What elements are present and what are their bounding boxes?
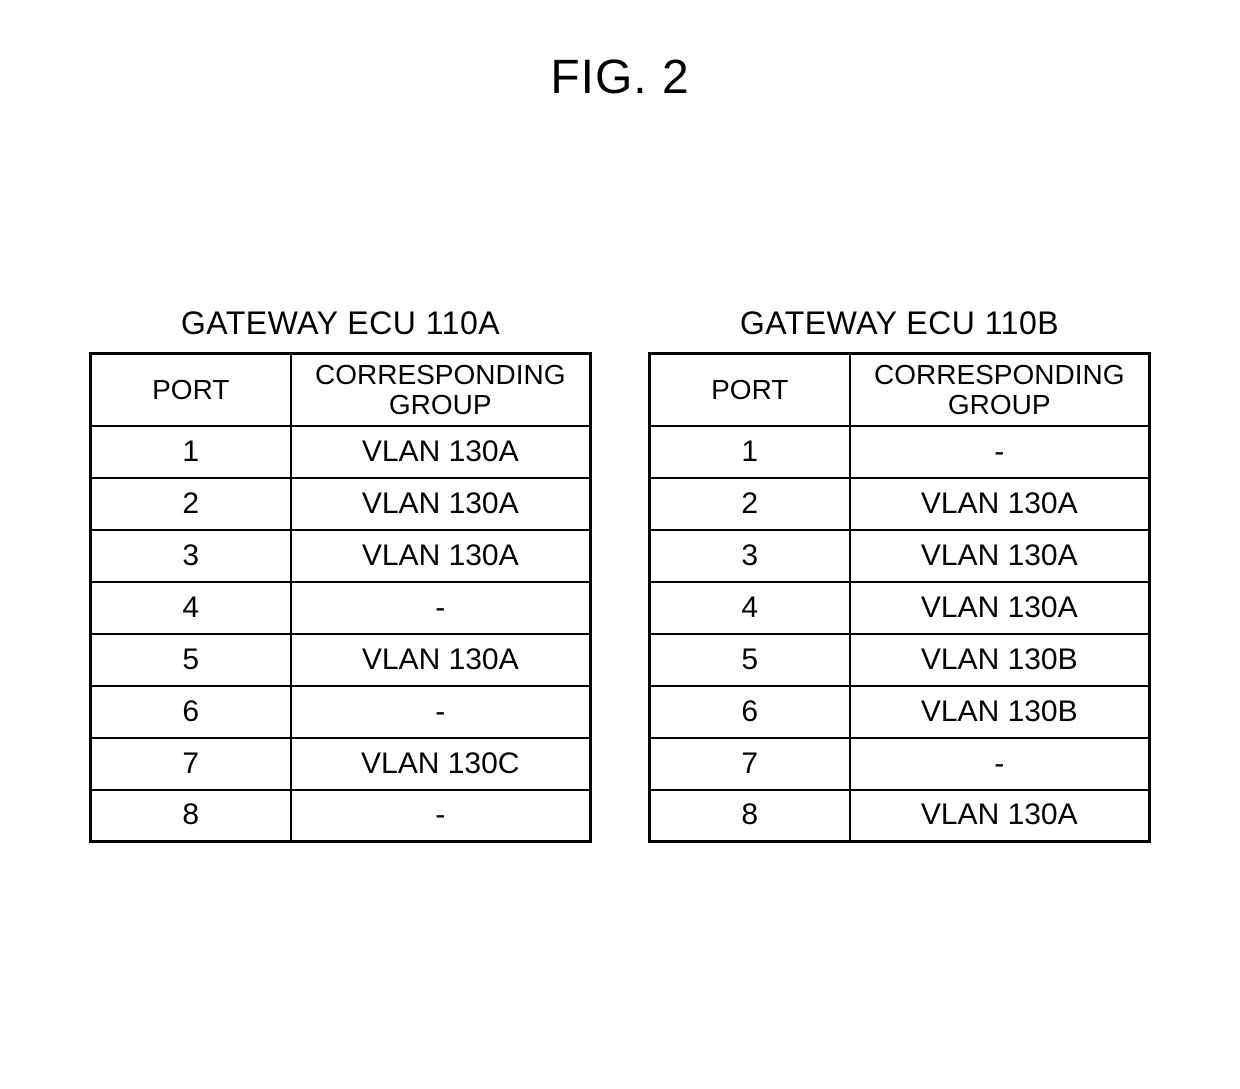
table-row: 4 -: [91, 582, 591, 634]
table-row: 6 -: [91, 686, 591, 738]
table-block-b: GATEWAY ECU 110B PORT CORRESPONDING GROU…: [648, 305, 1151, 843]
header-group: CORRESPONDING GROUP: [850, 354, 1150, 426]
table-title-b: GATEWAY ECU 110B: [740, 305, 1059, 342]
cell-group: -: [291, 686, 591, 738]
cell-port: 4: [91, 582, 291, 634]
table-row: 5 VLAN 130A: [91, 634, 591, 686]
cell-port: 5: [650, 634, 850, 686]
table-header-row: PORT CORRESPONDING GROUP: [91, 354, 591, 426]
table-row: 2 VLAN 130A: [650, 478, 1150, 530]
table-row: 7 -: [650, 738, 1150, 790]
cell-port: 1: [91, 426, 291, 478]
header-group-line2: GROUP: [389, 389, 492, 420]
cell-group: VLAN 130A: [291, 530, 591, 582]
cell-port: 3: [91, 530, 291, 582]
cell-group: VLAN 130B: [850, 634, 1150, 686]
cell-group: VLAN 130A: [850, 582, 1150, 634]
table-row: 1 -: [650, 426, 1150, 478]
cell-group: VLAN 130A: [850, 478, 1150, 530]
cell-group: VLAN 130A: [850, 530, 1150, 582]
header-group-line1: CORRESPONDING: [315, 359, 565, 390]
table-block-a: GATEWAY ECU 110A PORT CORRESPONDING GROU…: [89, 305, 592, 843]
figure-title: FIG. 2: [0, 0, 1240, 105]
cell-port: 5: [91, 634, 291, 686]
cell-port: 7: [91, 738, 291, 790]
cell-group: VLAN 130A: [850, 790, 1150, 842]
cell-group: VLAN 130A: [291, 426, 591, 478]
cell-port: 8: [91, 790, 291, 842]
table-row: 8 -: [91, 790, 591, 842]
cell-port: 2: [650, 478, 850, 530]
header-group-line2: GROUP: [948, 389, 1051, 420]
cell-group: -: [291, 790, 591, 842]
gateway-table-a: PORT CORRESPONDING GROUP 1 VLAN 130A 2 V…: [89, 352, 592, 843]
table-row: 8 VLAN 130A: [650, 790, 1150, 842]
table-header-row: PORT CORRESPONDING GROUP: [650, 354, 1150, 426]
cell-port: 3: [650, 530, 850, 582]
table-row: 7 VLAN 130C: [91, 738, 591, 790]
cell-port: 2: [91, 478, 291, 530]
header-port: PORT: [91, 354, 291, 426]
table-row: 3 VLAN 130A: [91, 530, 591, 582]
cell-port: 7: [650, 738, 850, 790]
cell-group: VLAN 130B: [850, 686, 1150, 738]
cell-port: 6: [650, 686, 850, 738]
table-title-a: GATEWAY ECU 110A: [181, 305, 500, 342]
cell-group: -: [850, 738, 1150, 790]
cell-group: VLAN 130A: [291, 634, 591, 686]
table-row: 2 VLAN 130A: [91, 478, 591, 530]
table-row: 6 VLAN 130B: [650, 686, 1150, 738]
cell-port: 1: [650, 426, 850, 478]
header-group-line1: CORRESPONDING: [874, 359, 1124, 390]
table-row: 3 VLAN 130A: [650, 530, 1150, 582]
cell-group: -: [291, 582, 591, 634]
cell-port: 4: [650, 582, 850, 634]
table-row: 1 VLAN 130A: [91, 426, 591, 478]
header-group: CORRESPONDING GROUP: [291, 354, 591, 426]
tables-container: GATEWAY ECU 110A PORT CORRESPONDING GROU…: [0, 305, 1240, 843]
cell-group: -: [850, 426, 1150, 478]
table-row: 5 VLAN 130B: [650, 634, 1150, 686]
cell-group: VLAN 130C: [291, 738, 591, 790]
table-row: 4 VLAN 130A: [650, 582, 1150, 634]
header-port: PORT: [650, 354, 850, 426]
cell-group: VLAN 130A: [291, 478, 591, 530]
gateway-table-b: PORT CORRESPONDING GROUP 1 - 2 VLAN 130A: [648, 352, 1151, 843]
cell-port: 6: [91, 686, 291, 738]
cell-port: 8: [650, 790, 850, 842]
